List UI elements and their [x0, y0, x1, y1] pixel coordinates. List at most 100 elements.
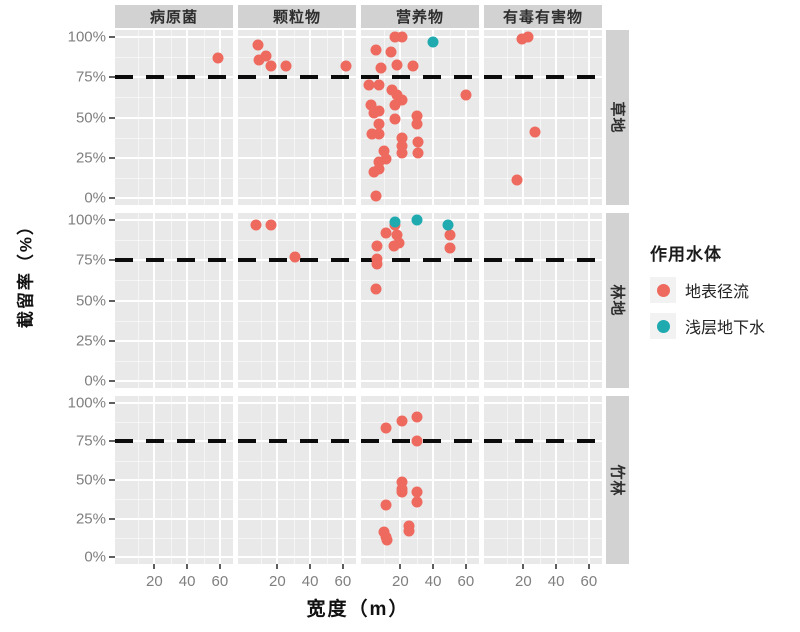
data-point [370, 283, 382, 295]
y-tick-label: 50% [75, 109, 106, 126]
x-tick-label: 20 [514, 573, 532, 590]
data-point [412, 147, 424, 159]
gridline-minor [238, 240, 356, 242]
legend-key [650, 313, 676, 339]
x-tick-mark [153, 564, 156, 569]
data-point [444, 242, 455, 254]
data-point [381, 534, 393, 546]
data-point [265, 219, 277, 231]
data-point [368, 107, 380, 119]
gridline-major [361, 517, 479, 520]
gridline-minor [484, 320, 602, 322]
x-tick-label: 60 [334, 573, 352, 590]
x-tick-mark [587, 564, 590, 569]
gridline-minor [238, 320, 356, 322]
gridline-major [115, 339, 233, 342]
reference-line-75pct [484, 258, 602, 263]
gridline-minor [238, 460, 356, 462]
data-point [250, 219, 262, 231]
legend-item-shallow-groundwater: 浅层地下水 [650, 313, 798, 339]
gridline-minor [238, 422, 356, 424]
row-facet-label: 草地 [608, 101, 626, 134]
data-point [442, 219, 454, 231]
gridline-major [238, 219, 356, 222]
reference-line-75pct [361, 258, 479, 263]
data-point [411, 411, 423, 423]
y-tick-mark [109, 379, 115, 382]
y-tick-label: 25% [75, 332, 106, 350]
x-tick-label: 60 [211, 573, 229, 590]
data-point [389, 216, 401, 228]
gridline-major [484, 36, 602, 39]
shallow-groundwater-dot-icon [656, 319, 670, 333]
x-tick-mark [309, 564, 312, 569]
gridline-minor [115, 177, 233, 179]
reference-line-75pct [115, 258, 233, 263]
gridline-minor [115, 97, 233, 99]
gridline-minor [238, 280, 356, 282]
data-point [411, 435, 423, 447]
gridline-minor [361, 280, 479, 282]
data-point [365, 99, 377, 111]
gridline-major [361, 401, 479, 404]
data-point [389, 113, 401, 125]
gridline-major [484, 479, 602, 481]
legend-item-surface-runoff: 地表径流 [650, 277, 798, 303]
data-point [366, 128, 378, 140]
data-point [391, 229, 403, 241]
y-tick-label: 0% [84, 189, 106, 207]
row-facet-strip: 草地 [606, 30, 629, 205]
gridline-major [115, 517, 233, 520]
gridline-minor [484, 422, 602, 424]
surface-runoff-dot-icon [656, 283, 670, 297]
gridline-minor [115, 499, 233, 501]
gridline-major [484, 401, 602, 404]
y-tick-mark [109, 116, 115, 119]
gridline-major [361, 196, 479, 199]
x-tick-label: 40 [178, 573, 196, 590]
data-point [340, 60, 352, 72]
data-point [370, 44, 382, 56]
y-tick-label: 100% [67, 211, 106, 229]
data-point [380, 153, 392, 165]
gridline-major [238, 299, 356, 302]
data-point [375, 62, 387, 74]
data-point [411, 486, 423, 498]
x-tick-mark [276, 564, 279, 569]
data-point [396, 31, 408, 43]
data-point [373, 156, 385, 168]
y-tick-mark [109, 299, 115, 302]
gridline-minor [361, 537, 479, 539]
y-tick-label: 25% [75, 510, 106, 528]
y-tick-label: 100% [67, 394, 106, 412]
y-tick-label: 50% [75, 292, 106, 309]
legend: 作用水体 地表径流 浅层地下水 [640, 240, 798, 349]
y-tick-mark [109, 339, 115, 342]
y-tick-label: 100% [67, 28, 106, 46]
gridline-minor [361, 240, 479, 242]
gridline-major [484, 156, 602, 159]
y-tick-mark [109, 440, 115, 443]
data-point [396, 140, 408, 152]
reference-line-75pct [115, 75, 233, 80]
data-point [373, 118, 385, 130]
data-point [253, 54, 265, 66]
gridline-major [115, 219, 233, 222]
data-point [516, 33, 528, 45]
gridline-minor [484, 537, 602, 539]
gridline-minor [238, 537, 356, 539]
gridline-major [484, 379, 602, 382]
gridline-major [238, 116, 356, 119]
data-point [389, 31, 401, 43]
gridline-major [484, 116, 602, 119]
x-tick-label: 40 [424, 573, 442, 590]
gridline-minor [238, 97, 356, 99]
data-point [396, 147, 408, 159]
gridline-minor [115, 57, 233, 59]
y-axis-title: 截留率（%） [16, 215, 36, 329]
data-point [385, 46, 396, 58]
col-facet-strip: 颗粒物 [238, 5, 356, 28]
gridline-minor [115, 240, 233, 242]
data-point [289, 251, 301, 263]
legend-key [650, 277, 676, 303]
